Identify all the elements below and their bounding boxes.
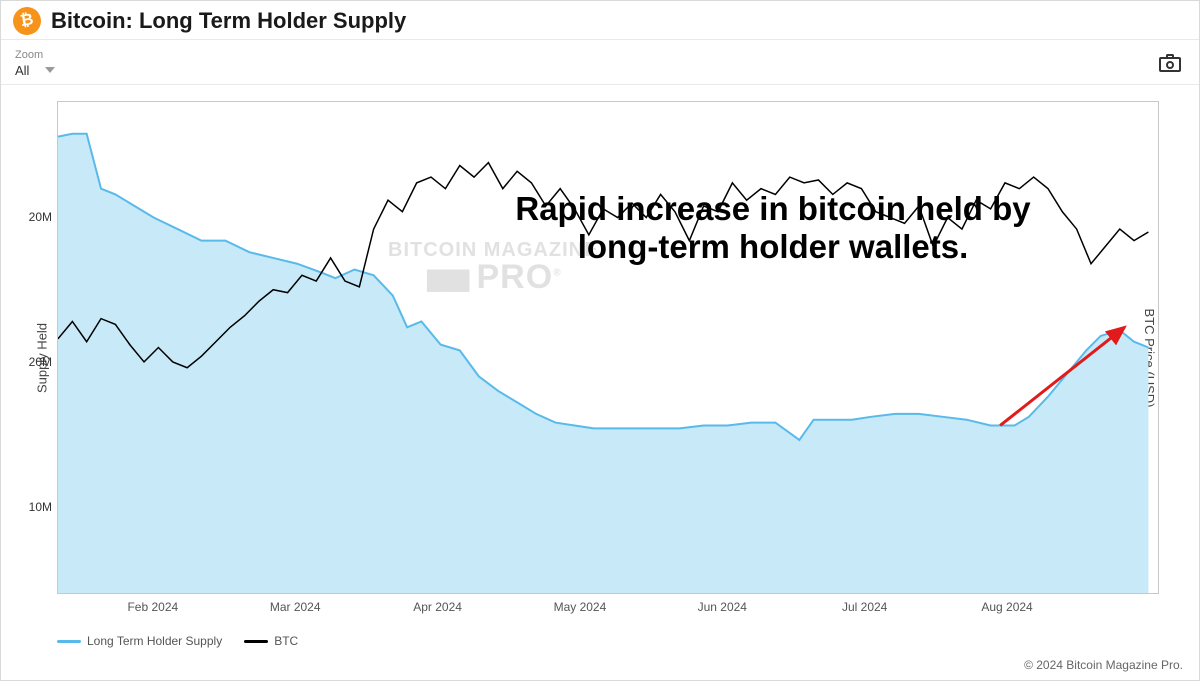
header: ₿ Bitcoin: Long Term Holder Supply [1, 1, 1199, 39]
plot-region[interactable]: BITCOIN MAGAZINE ▮▮▮▮PRO® Rapid increase… [57, 101, 1159, 594]
y-tick: 10M [12, 500, 52, 514]
chart-title: Bitcoin: Long Term Holder Supply [51, 8, 406, 34]
x-tick: Jul 2024 [842, 600, 887, 614]
copyright: © 2024 Bitcoin Magazine Pro. [1024, 658, 1183, 672]
zoom-control[interactable]: Zoom All [15, 49, 55, 78]
x-tick: Jun 2024 [698, 600, 747, 614]
chart-card: ₿ Bitcoin: Long Term Holder Supply Zoom … [0, 0, 1200, 681]
x-tick: Feb 2024 [127, 600, 178, 614]
camera-icon[interactable] [1159, 54, 1181, 72]
chart-toolbar: Zoom All [1, 39, 1199, 85]
zoom-value: All [15, 63, 29, 78]
x-tick: Aug 2024 [981, 600, 1032, 614]
chart-svg [58, 102, 1158, 593]
legend-item: BTC [244, 634, 298, 648]
x-tick: May 2024 [554, 600, 607, 614]
annotation-text: Rapid increase in bitcoin held by long-t… [476, 190, 1070, 266]
y-tick: 20M [12, 210, 52, 224]
chevron-down-icon [45, 67, 55, 73]
legend-item: Long Term Holder Supply [57, 634, 222, 648]
chart-area: Supply Held BTC Price (USD) BITCOIN MAGA… [1, 93, 1199, 622]
y-tick: 20M [12, 355, 52, 369]
zoom-label: Zoom [15, 49, 55, 61]
x-tick: Mar 2024 [270, 600, 321, 614]
bitcoin-icon: ₿ [11, 5, 43, 37]
x-tick: Apr 2024 [413, 600, 462, 614]
legend: Long Term Holder Supply BTC [57, 634, 298, 648]
